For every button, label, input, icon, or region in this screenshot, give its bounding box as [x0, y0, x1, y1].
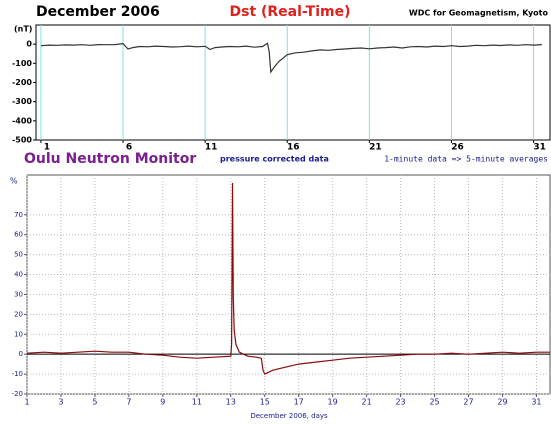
chart-subtitle: pressure corrected data — [220, 155, 329, 164]
x-tick-label: 31 — [531, 398, 541, 407]
chart-title: Dst (Real-Time) — [229, 4, 350, 20]
y-tick-label: 70 — [14, 211, 23, 219]
y-tick-label: 0 — [26, 40, 32, 49]
plot-frame — [26, 174, 551, 395]
header-right: WDC for Geomagnetism, Kyoto — [409, 9, 549, 18]
x-tick-label: 11 — [205, 143, 218, 153]
x-tick-label: 26 — [451, 143, 464, 153]
x-tick-label: 13 — [226, 398, 236, 407]
x-tick-label: 1 — [24, 398, 29, 407]
y-tick-label: -10 — [12, 370, 23, 378]
x-tick-label: 27 — [463, 398, 473, 407]
y-tick-label: 50 — [14, 251, 23, 259]
x-tick-label: 21 — [369, 143, 382, 153]
x-tick-label: 21 — [362, 398, 372, 407]
y-axis-label: (nT) — [14, 25, 32, 34]
x-tick-label: 19 — [328, 398, 338, 407]
x-tick-label: 31 — [533, 143, 546, 153]
plot-frame — [35, 24, 551, 141]
x-tick-label: 5 — [92, 398, 97, 407]
y-tick-label: -20 — [12, 390, 23, 398]
data-line — [26, 182, 550, 375]
x-tick-label: 3 — [58, 398, 63, 407]
chart-title: Oulu Neutron Monitor — [24, 151, 196, 167]
header-left: December 2006 — [36, 4, 160, 20]
y-tick-label: -400 — [12, 116, 32, 125]
x-tick-label: 25 — [429, 398, 439, 407]
data-line — [40, 42, 542, 74]
x-tick-label: 1 — [44, 143, 50, 153]
y-axis-label: % — [10, 177, 18, 186]
y-tick-label: 20 — [14, 310, 23, 318]
y-tick-label: -300 — [12, 97, 32, 106]
y-tick-label: 40 — [14, 271, 23, 279]
y-tick-label: 0 — [19, 350, 23, 358]
x-tick-label: 15 — [260, 398, 270, 407]
y-tick-label: -500 — [12, 136, 32, 145]
x-tick-label: 11 — [192, 398, 202, 407]
x-tick-label: 29 — [497, 398, 507, 407]
x-tick-label: 6 — [126, 143, 132, 153]
x-tick-label: 7 — [126, 398, 131, 407]
x-tick-label: 23 — [395, 398, 405, 407]
y-tick-label: -200 — [12, 78, 32, 87]
x-axis-label: December 2006, days — [250, 412, 328, 420]
y-tick-label: -100 — [12, 59, 32, 68]
x-tick-label: 9 — [160, 398, 165, 407]
x-tick-label: 16 — [287, 143, 300, 153]
y-tick-label: 30 — [14, 290, 23, 298]
x-tick-label: 17 — [294, 398, 304, 407]
note: 1-minute data => 5-minute averages — [384, 155, 548, 164]
y-tick-label: 60 — [14, 231, 23, 239]
y-tick-label: 10 — [14, 330, 23, 338]
